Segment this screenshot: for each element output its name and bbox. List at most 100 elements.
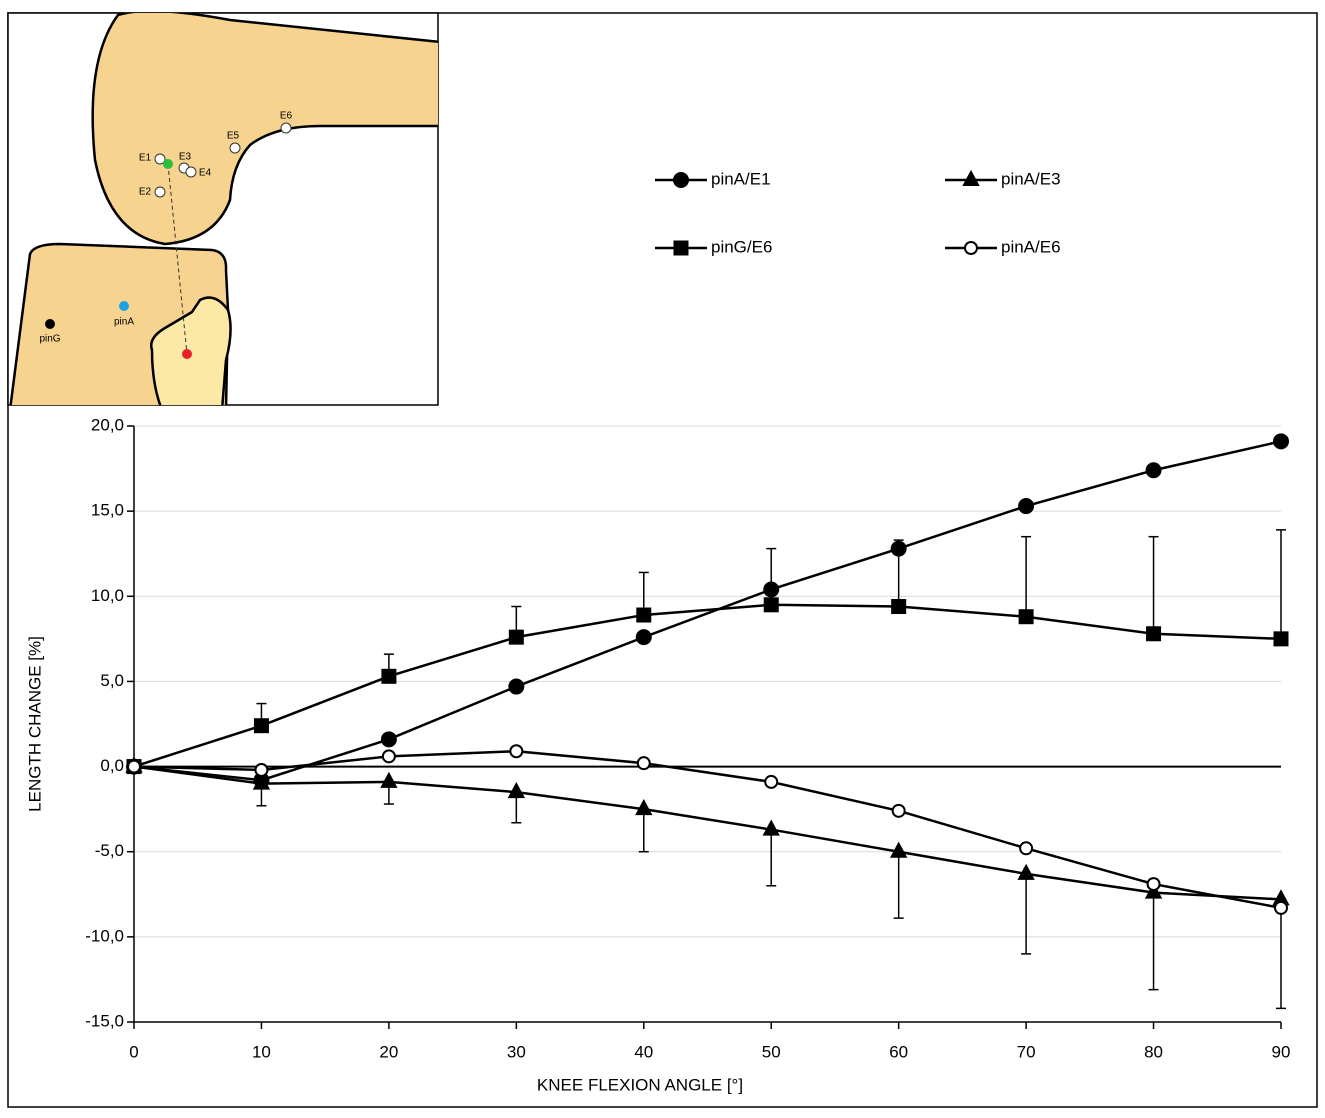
data-point bbox=[764, 774, 779, 789]
x-tick-label: 0 bbox=[129, 1042, 138, 1061]
error-bar bbox=[1276, 899, 1286, 1010]
point-label: pinG bbox=[39, 334, 60, 345]
point bbox=[182, 349, 192, 359]
data-point bbox=[1146, 626, 1162, 642]
x-tick-label: 20 bbox=[379, 1042, 398, 1061]
x-axis-label: KNEE FLEXION ANGLE [°] bbox=[537, 1075, 743, 1094]
data-point bbox=[889, 841, 908, 858]
data-point bbox=[380, 771, 398, 788]
data-point bbox=[1274, 900, 1288, 915]
point bbox=[154, 186, 166, 198]
data-point bbox=[1017, 863, 1035, 880]
data-point bbox=[891, 599, 907, 615]
data-point bbox=[254, 762, 269, 777]
y-tick-label: 5,0 bbox=[100, 671, 124, 690]
legend-marker bbox=[673, 172, 689, 188]
x-tick-label: 80 bbox=[1144, 1042, 1163, 1061]
point bbox=[154, 153, 166, 165]
data-point bbox=[636, 756, 651, 771]
data-point bbox=[508, 629, 524, 645]
legend-marker bbox=[673, 240, 689, 256]
point bbox=[45, 319, 55, 329]
point-label: E5 bbox=[227, 131, 240, 142]
series-line bbox=[133, 765, 1282, 901]
y-tick-label: 10,0 bbox=[91, 586, 124, 605]
data-point bbox=[380, 731, 397, 748]
error-bar bbox=[1021, 873, 1032, 955]
series-line bbox=[133, 603, 1282, 768]
data-point bbox=[1273, 433, 1289, 450]
x-tick-label: 70 bbox=[1017, 1042, 1036, 1061]
y-tick-label: 0,0 bbox=[100, 756, 124, 775]
data-point bbox=[381, 749, 396, 764]
legend-item: pinA/E1 bbox=[655, 169, 771, 188]
error-bar bbox=[638, 809, 649, 853]
legend-label: pinA/E3 bbox=[1001, 169, 1061, 188]
x-tick-label: 40 bbox=[634, 1042, 653, 1061]
y-tick-label: -5,0 bbox=[95, 841, 124, 860]
legend-label: pinA/E6 bbox=[1001, 237, 1061, 256]
data-point bbox=[508, 678, 525, 695]
x-tick-label: 30 bbox=[507, 1042, 526, 1061]
femur bbox=[91, 13, 438, 246]
x-tick-label: 60 bbox=[889, 1042, 908, 1061]
data-point bbox=[763, 581, 780, 598]
y-tick-label: 20,0 bbox=[91, 415, 124, 434]
series-line bbox=[133, 440, 1282, 782]
point-label: E2 bbox=[139, 187, 152, 198]
data-point bbox=[1018, 498, 1035, 515]
point bbox=[119, 301, 129, 311]
point bbox=[229, 142, 241, 154]
data-point bbox=[1018, 609, 1034, 625]
inset-diagram: E1 E2 E3 E4 E5 E6 pinA pinG bbox=[7, 12, 439, 406]
x-tick-label: 50 bbox=[762, 1042, 781, 1061]
y-axis-label: LENGTH CHANGE [%] bbox=[25, 636, 44, 812]
point-label: E6 bbox=[280, 111, 293, 122]
legend-label: pinG/E6 bbox=[711, 237, 772, 256]
series-line bbox=[133, 749, 1282, 910]
data-point bbox=[509, 744, 524, 759]
dashed-line bbox=[167, 163, 188, 355]
data-point bbox=[1144, 882, 1163, 899]
legend-item: pinA/E3 bbox=[945, 169, 1061, 188]
point-label: E3 bbox=[179, 152, 192, 163]
legend-marker bbox=[962, 169, 980, 186]
data-point bbox=[763, 597, 779, 613]
x-tick-label: 90 bbox=[1272, 1042, 1291, 1061]
legend-marker bbox=[964, 241, 978, 255]
legend-item: pinA/E6 bbox=[945, 237, 1061, 256]
x-tick-label: 10 bbox=[252, 1042, 271, 1061]
point-label: E1 bbox=[139, 153, 152, 164]
plot: -15,0 -10,0 -5,0 0,0 5,0 10,0 15,0 20,0 0 10 20 30 4… bbox=[85, 169, 1290, 1061]
error-bar bbox=[766, 829, 777, 887]
point bbox=[280, 122, 292, 134]
data-point bbox=[891, 803, 906, 818]
data-point bbox=[253, 718, 269, 734]
data-point bbox=[252, 773, 271, 790]
data-point bbox=[507, 782, 526, 799]
y-tick-label: 15,0 bbox=[91, 501, 124, 520]
data-point bbox=[890, 540, 907, 557]
point bbox=[185, 166, 197, 178]
error-bar bbox=[1148, 892, 1159, 991]
point bbox=[163, 159, 173, 169]
y-tick-label: -15,0 bbox=[85, 1011, 124, 1030]
data-point bbox=[762, 819, 780, 836]
error-bar bbox=[1021, 535, 1032, 617]
data-point bbox=[381, 668, 397, 684]
data-point bbox=[635, 799, 653, 816]
data-point bbox=[1019, 841, 1034, 856]
data-point bbox=[1273, 631, 1289, 647]
point-label: E4 bbox=[199, 168, 212, 179]
point-label: pinA bbox=[114, 317, 134, 328]
data-point bbox=[635, 629, 652, 646]
error-bar bbox=[893, 851, 904, 919]
data-point bbox=[1145, 462, 1162, 479]
data-point bbox=[636, 607, 652, 623]
data-point bbox=[1146, 877, 1161, 892]
data-point bbox=[127, 759, 141, 774]
legend-label: pinA/E1 bbox=[711, 169, 771, 188]
y-tick-label: -10,0 bbox=[85, 926, 124, 945]
error-bar bbox=[1148, 535, 1159, 634]
